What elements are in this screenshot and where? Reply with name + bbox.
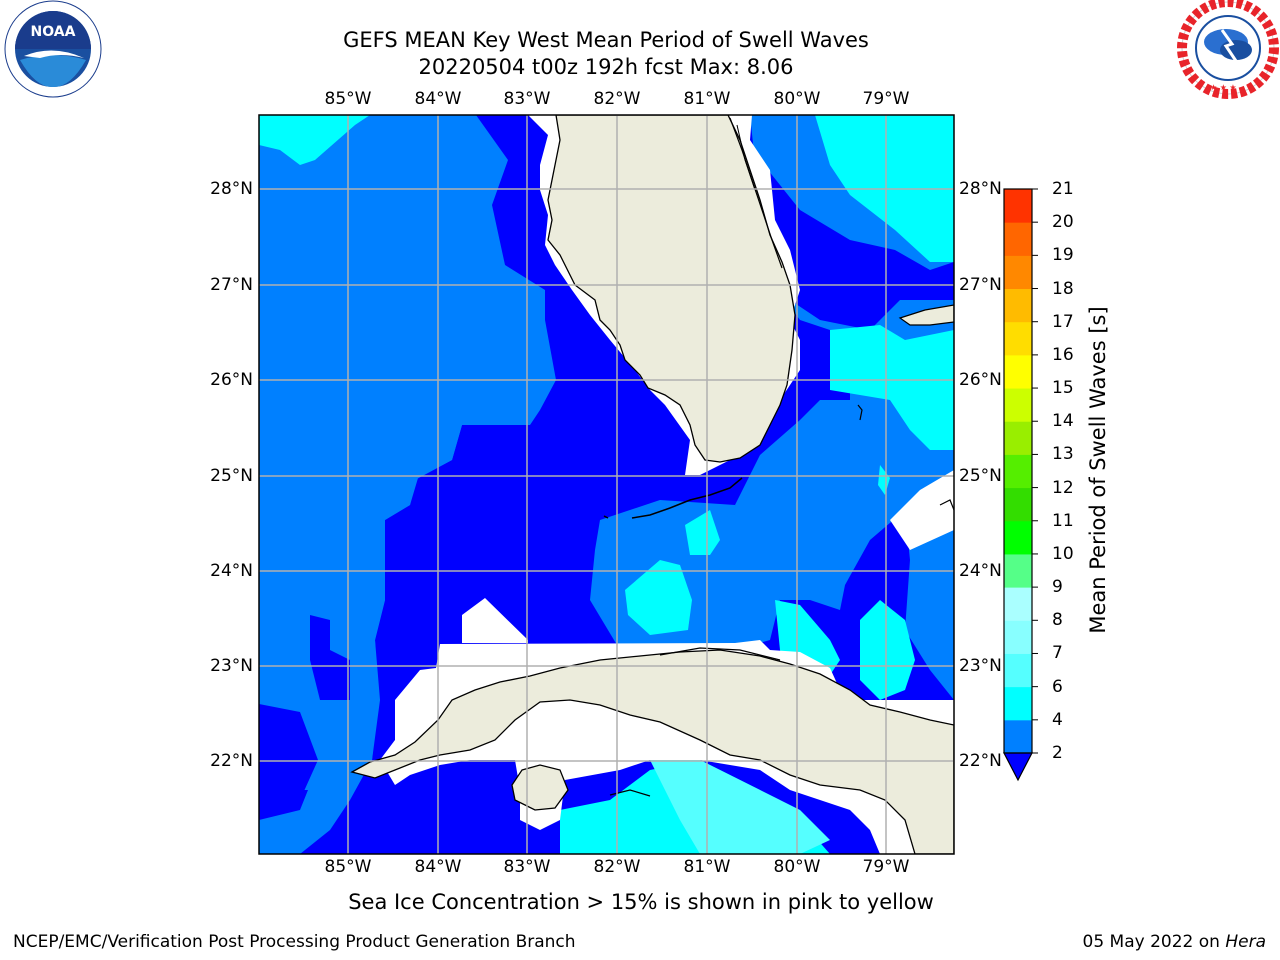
colorbar-segment [1004,421,1032,455]
lon-label-bottom: 81°W [683,857,731,877]
lon-label-top: 80°W [773,89,821,109]
colorbar-tick-label: 21 [1052,179,1074,199]
colorbar-segment [1004,189,1032,223]
swell-period-field [259,115,954,854]
colorbar-tick-label: 4 [1052,709,1063,730]
colorbar-tick-label: 18 [1052,278,1074,299]
lat-label-left: 27°N [210,275,253,295]
colorbar-title: Mean Period of Swell Waves [s] [1086,306,1110,634]
footer-date: 05 May 2022 on Hera [1083,932,1267,952]
lat-label-left: 25°N [210,466,253,486]
lon-label-top: 84°W [414,89,462,109]
colorbar-segment [1004,719,1032,754]
colorbar-tick-label: 16 [1052,344,1074,365]
lat-label-left: 26°N [210,370,253,390]
lon-label-top: 82°W [593,89,641,109]
map-gridlines [259,115,954,854]
lat-label-left: 24°N [210,561,253,581]
colorbar-tick-label: 19 [1052,245,1074,266]
lat-label-right: 24°N [959,561,1002,581]
colorbar-tick-label: 15 [1052,378,1074,399]
lat-label-left: 22°N [210,751,253,771]
colorbar-tick-label: 11 [1052,510,1074,531]
colorbar [1003,188,1038,782]
colorbar-extend-triangle [1003,752,1033,782]
colorbar-segment [1004,388,1032,422]
sea-ice-note: Sea Ice Concentration > 15% is shown in … [348,890,934,914]
colorbar-tick-label: 20 [1052,212,1074,233]
footer-date-text: 05 May 2022 on [1082,932,1226,952]
colorbar-tick-label: 17 [1052,311,1074,332]
colorbar-segment [1004,620,1032,654]
colorbar-tick-label: 12 [1052,477,1074,498]
colorbar-segment [1004,454,1032,489]
footer-machine: Hera [1225,932,1266,952]
colorbar-tick-label: 9 [1052,577,1063,598]
lon-label-bottom: 79°W [862,857,910,877]
colorbar-segment [1004,222,1032,256]
colorbar-tick-label: 13 [1052,444,1074,465]
lon-label-top: 83°W [503,89,551,109]
chart-subtitle: 20220504 t00z 192h fcst Max: 8.06 [418,55,794,79]
lat-label-right: 26°N [959,370,1002,390]
lon-label-bottom: 84°W [414,857,462,877]
colorbar-segment [1004,653,1032,688]
lat-label-left: 23°N [210,656,253,676]
lon-label-bottom: 85°W [324,857,372,877]
colorbar-tick-label: 10 [1052,543,1074,564]
lat-label-left: 28°N [210,179,253,199]
lon-label-top: 81°W [683,89,731,109]
colorbar-outline [1003,188,1033,754]
colorbar-segment [1004,354,1032,389]
lon-label-top: 79°W [862,89,910,109]
colorbar-tick-label: 8 [1052,610,1063,631]
noaa-logo-text: NOAA [31,24,76,40]
lon-label-bottom: 80°W [773,857,821,877]
lat-label-right: 22°N [959,751,1002,771]
colorbar-tick-label: 7 [1052,643,1063,664]
nws-logo: ★ ★ ★ [1177,0,1279,99]
lon-label-bottom: 83°W [503,857,551,877]
lon-label-top: 85°W [324,89,372,109]
lat-label-right: 28°N [959,179,1002,199]
colorbar-segment [1004,288,1032,323]
colorbar-segment [1004,255,1032,290]
chart-title: GEFS MEAN Key West Mean Period of Swell … [343,28,869,52]
map-frame [258,114,955,855]
svg-text:★ ★ ★: ★ ★ ★ [1210,83,1237,92]
footer-credit: NCEP/EMC/Verification Post Processing Pr… [13,932,576,952]
colorbar-tick-label: 2 [1052,743,1063,763]
colorbar-segment [1004,520,1032,555]
lat-label-right: 27°N [959,275,1002,295]
colorbar-tick-label: 6 [1052,676,1063,697]
lat-label-right: 23°N [959,656,1002,676]
lat-label-right: 25°N [959,466,1002,486]
colorbar-segment [1004,686,1032,721]
noaa-logo: NOAA [4,0,102,98]
colorbar-segment [1004,487,1032,522]
colorbar-segment [1004,321,1032,356]
colorbar-segment [1004,587,1032,621]
lon-label-bottom: 82°W [593,857,641,877]
colorbar-tick-label: 14 [1052,411,1074,432]
colorbar-segment [1004,553,1032,588]
